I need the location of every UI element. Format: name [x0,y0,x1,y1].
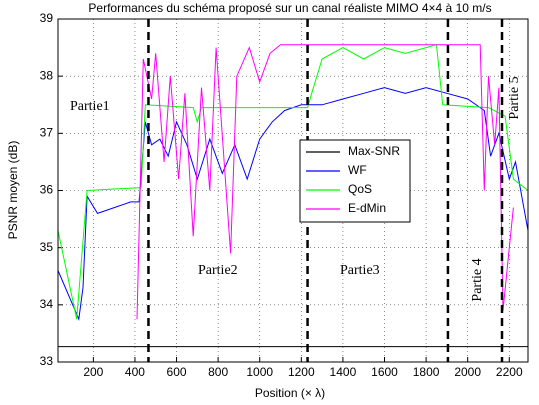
x-tick-label: 2000 [454,365,481,379]
legend-label: QoS [348,182,372,196]
annotation: Partie 5 [507,76,522,119]
annotation: Partie3 [340,263,380,278]
series-line [136,44,514,320]
y-tick-label: 33 [40,354,54,368]
legend-label: E-dMin [348,201,386,215]
annotation: Partie 4 [470,258,485,301]
legend-box [299,139,411,223]
x-tick-label: 400 [125,365,145,379]
x-tick-label: 800 [208,365,228,379]
legend-label: WF [348,163,367,177]
plot-frame [57,18,529,363]
annotation: Partie1 [70,99,110,114]
x-tick-label: 1000 [246,365,273,379]
y-axis-label: PSNR moyen (dB) [6,141,20,240]
series-line [58,87,528,321]
y-tick-label: 38 [40,68,54,82]
x-tick-label: 1800 [413,365,440,379]
annotation: Partie2 [198,263,238,278]
y-tick-label: 39 [40,11,54,25]
x-tick-label: 600 [167,365,187,379]
y-tick-label: 35 [40,240,54,254]
x-tick-label: 1200 [288,365,315,379]
series-line [58,44,528,320]
y-tick-label: 37 [40,126,54,140]
x-tick-label: 2200 [496,365,523,379]
x-tick-label: 200 [83,365,103,379]
legend-label: Max-SNR [348,144,400,158]
x-tick-label: 1600 [371,365,398,379]
chart-title: Performances du schéma proposé sur un ca… [88,1,491,15]
x-tick-label: 1400 [330,365,357,379]
y-tick-label: 36 [40,183,54,197]
y-tick-label: 34 [40,297,54,311]
x-axis-label: Position (× λ) [255,386,325,400]
